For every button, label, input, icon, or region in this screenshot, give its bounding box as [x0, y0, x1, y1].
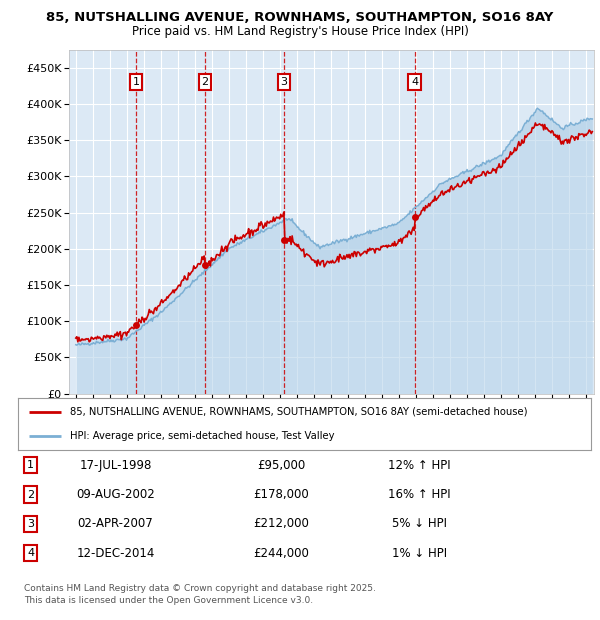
Text: 5% ↓ HPI: 5% ↓ HPI [392, 517, 446, 530]
Text: 85, NUTSHALLING AVENUE, ROWNHAMS, SOUTHAMPTON, SO16 8AY: 85, NUTSHALLING AVENUE, ROWNHAMS, SOUTHA… [46, 11, 554, 24]
Text: 12% ↑ HPI: 12% ↑ HPI [388, 459, 451, 472]
Text: 02-APR-2007: 02-APR-2007 [77, 517, 153, 530]
Text: 16% ↑ HPI: 16% ↑ HPI [388, 488, 451, 501]
Text: Contains HM Land Registry data © Crown copyright and database right 2025.
This d: Contains HM Land Registry data © Crown c… [24, 584, 376, 605]
Text: 1: 1 [27, 460, 34, 471]
Text: 3: 3 [27, 519, 34, 529]
Text: 2: 2 [202, 78, 209, 87]
Text: 1% ↓ HPI: 1% ↓ HPI [392, 546, 446, 559]
Text: £95,000: £95,000 [257, 459, 306, 472]
Text: HPI: Average price, semi-detached house, Test Valley: HPI: Average price, semi-detached house,… [70, 431, 334, 441]
Text: 2: 2 [27, 490, 34, 500]
Text: Price paid vs. HM Land Registry's House Price Index (HPI): Price paid vs. HM Land Registry's House … [131, 25, 469, 37]
Text: 1: 1 [133, 78, 139, 87]
Text: £244,000: £244,000 [254, 546, 310, 559]
Text: 4: 4 [411, 78, 418, 87]
Text: £212,000: £212,000 [254, 517, 310, 530]
Text: 3: 3 [280, 78, 287, 87]
Text: 17-JUL-1998: 17-JUL-1998 [79, 459, 152, 472]
Text: 85, NUTSHALLING AVENUE, ROWNHAMS, SOUTHAMPTON, SO16 8AY (semi-detached house): 85, NUTSHALLING AVENUE, ROWNHAMS, SOUTHA… [70, 407, 527, 417]
Text: £178,000: £178,000 [254, 488, 310, 501]
Text: 09-AUG-2002: 09-AUG-2002 [76, 488, 155, 501]
Text: 4: 4 [27, 548, 34, 558]
Text: 12-DEC-2014: 12-DEC-2014 [76, 546, 155, 559]
